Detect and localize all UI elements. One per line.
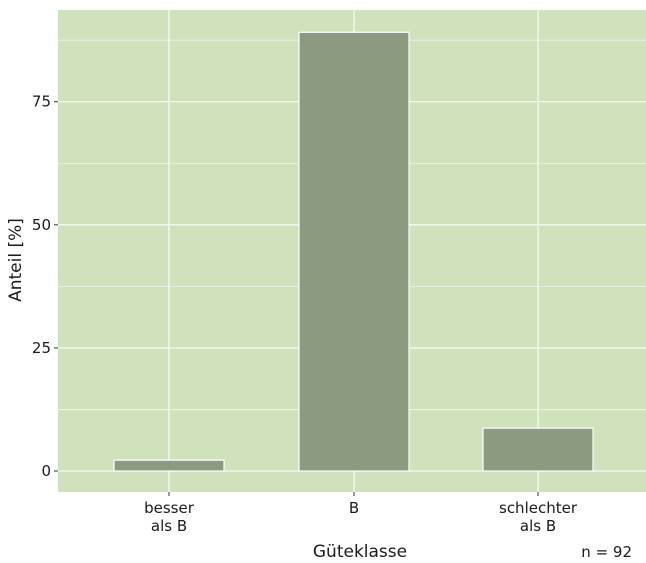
- bar: [482, 427, 594, 472]
- x-tick-label: schlechter: [499, 499, 578, 517]
- y-axis-title: Anteil [%]: [6, 218, 26, 302]
- x-tick-label: als B: [151, 517, 187, 535]
- bars: [113, 31, 594, 472]
- x-tick-label: B: [349, 499, 359, 517]
- x-tick-label: besser: [144, 499, 195, 517]
- x-tick-label: als B: [520, 517, 556, 535]
- x-axis-title: Güteklasse: [313, 542, 407, 562]
- y-axis: 0 25 50 75: [32, 93, 58, 480]
- y-tick-label: 50: [32, 216, 51, 234]
- sample-size-note: n = 92: [581, 543, 632, 561]
- y-tick-label: 25: [32, 339, 51, 357]
- bar: [113, 459, 225, 472]
- y-tick-label: 75: [32, 93, 51, 111]
- y-tick-label: 0: [41, 462, 51, 480]
- bar: [298, 31, 410, 472]
